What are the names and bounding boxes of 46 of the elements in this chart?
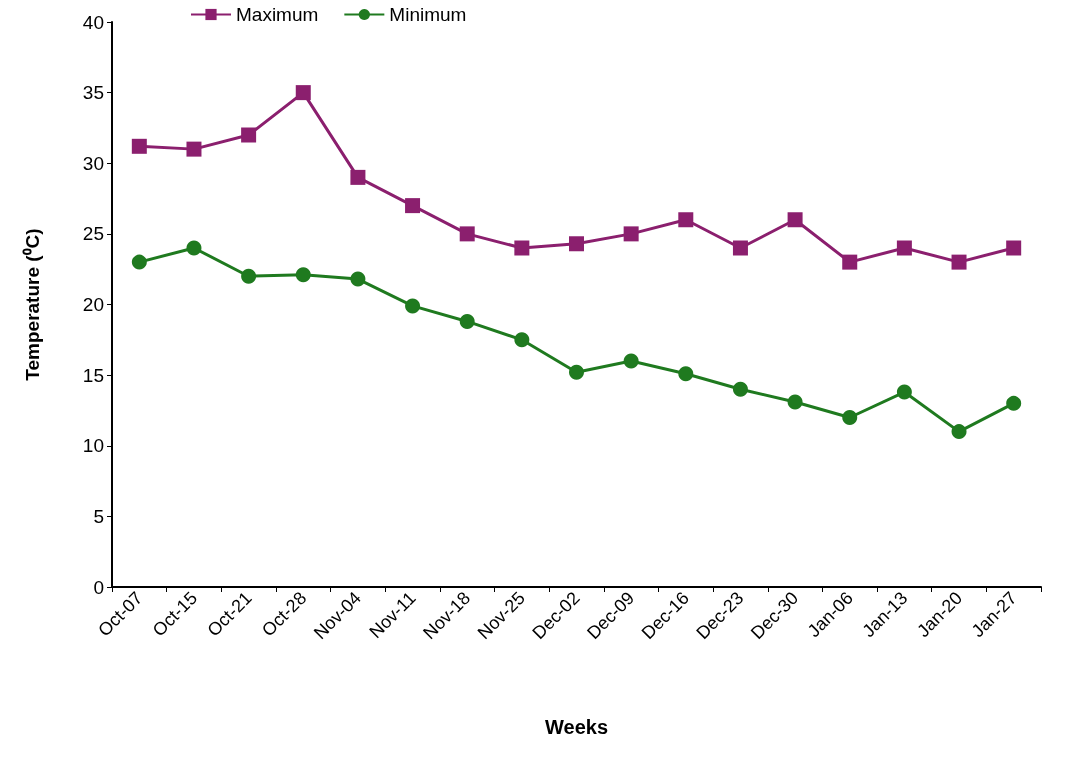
point	[131, 138, 147, 154]
point	[295, 85, 311, 101]
y-tick-label: 35	[82, 82, 104, 104]
point	[241, 268, 257, 284]
point	[678, 366, 694, 382]
point	[623, 353, 639, 369]
point	[186, 240, 202, 256]
point	[896, 384, 912, 400]
y-tick-label: 5	[93, 505, 104, 527]
x-axis-title: Weeks	[544, 716, 609, 738]
point	[405, 298, 421, 314]
y-tick-label: 15	[82, 364, 104, 386]
point	[787, 394, 803, 410]
legend-label: Minimum	[389, 4, 467, 25]
point	[350, 169, 366, 185]
y-tick-label: 20	[82, 294, 104, 315]
point	[569, 236, 584, 252]
y-tick-label: 30	[82, 152, 104, 174]
point	[405, 198, 421, 214]
point	[678, 212, 694, 228]
point	[514, 240, 530, 256]
point	[951, 254, 967, 270]
y-tick-label: 10	[82, 435, 104, 457]
y-axis-title: Temperature (⁰C)	[22, 228, 43, 381]
point	[732, 240, 748, 256]
point	[514, 332, 530, 348]
point	[131, 254, 147, 270]
point	[459, 313, 475, 329]
point	[241, 127, 257, 143]
point	[350, 271, 366, 287]
point	[842, 254, 858, 270]
point	[186, 141, 202, 157]
legend-label: Maximum	[236, 4, 319, 25]
point	[732, 381, 748, 397]
point	[295, 267, 311, 283]
y-tick-label: 25	[82, 223, 104, 245]
y-tick-label: 40	[82, 11, 104, 33]
point	[569, 364, 584, 380]
point	[623, 226, 639, 242]
point	[787, 212, 803, 228]
point	[459, 226, 475, 242]
point	[1006, 395, 1022, 411]
point	[1006, 240, 1022, 256]
point	[951, 424, 967, 440]
point	[896, 240, 912, 256]
point	[842, 410, 858, 425]
